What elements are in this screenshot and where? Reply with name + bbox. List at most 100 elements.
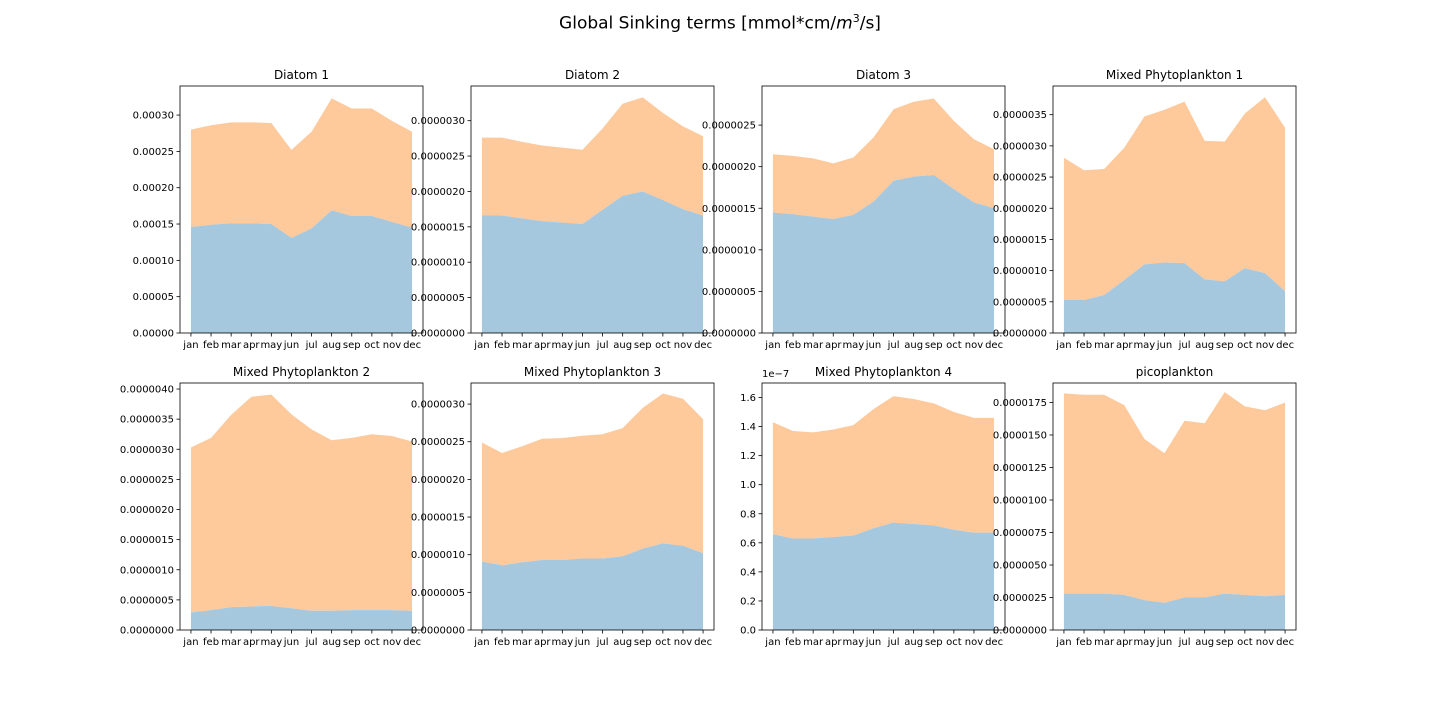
x-tick-label: apr (825, 637, 842, 648)
x-tick-label: jun (865, 637, 881, 648)
x-tick-label: mar (1094, 637, 1115, 648)
x-tick-label: nov (674, 340, 692, 351)
x-tick-label: feb (785, 637, 801, 648)
x-tick-label: may (842, 340, 864, 351)
area-series-1 (1063, 593, 1286, 630)
y-tick-label: 1.6 (740, 393, 756, 404)
x-tick-label: sep (925, 637, 943, 648)
y-tick-label: 0.0000000 (993, 626, 1047, 637)
area-series-2 (772, 396, 995, 539)
x-tick-label: jan (182, 637, 198, 648)
y-tick-label: 0.4 (740, 567, 756, 578)
x-tick-label: nov (1256, 340, 1274, 351)
x-tick-label: jan (1055, 637, 1071, 648)
x-tick-label: nov (965, 637, 983, 648)
x-tick-label: feb (203, 637, 219, 648)
x-tick-label: dec (403, 340, 421, 351)
y-tick-label: 0.0000020 (411, 187, 465, 198)
area-series-2 (481, 97, 704, 225)
x-tick-label: oct (364, 340, 380, 351)
y-tick-label: 0.00025 (133, 147, 174, 158)
x-tick-label: aug (904, 340, 923, 351)
y-tick-label: 0.0000005 (120, 595, 174, 606)
y-tick-label: 0.0000015 (411, 513, 465, 524)
subplot-title: Diatom 3 (856, 68, 911, 82)
y-offset-label: 1e−7 (762, 369, 789, 380)
x-tick-label: jul (887, 637, 900, 648)
x-tick-label: feb (203, 340, 219, 351)
x-tick-label: may (551, 340, 573, 351)
x-tick-label: sep (634, 340, 652, 351)
x-tick-label: oct (946, 637, 962, 648)
y-tick-label: 0.0 (740, 626, 756, 637)
x-tick-label: aug (904, 637, 923, 648)
area-series-1 (772, 522, 995, 630)
area-series-2 (1063, 97, 1286, 300)
x-tick-label: jul (305, 340, 318, 351)
x-tick-label: aug (613, 340, 632, 351)
x-tick-label: oct (946, 340, 962, 351)
y-tick-label: 0.0000030 (120, 445, 174, 456)
y-tick-label: 0.0000000 (120, 626, 174, 637)
y-tick-label: 0.0000015 (411, 222, 465, 233)
area-series-1 (481, 543, 704, 630)
x-tick-label: sep (634, 637, 652, 648)
x-tick-label: may (1133, 637, 1155, 648)
y-tick-label: 0.0000005 (411, 293, 465, 304)
y-tick-label: 0.0000000 (411, 329, 465, 340)
subplot-6: Mixed Phytoplankton 3 jan feb mar apr may jun j… (411, 365, 715, 648)
y-tick-label: 0.0000005 (702, 287, 756, 298)
x-tick-label: feb (494, 340, 510, 351)
x-tick-label: mar (512, 637, 533, 648)
x-tick-label: jan (764, 637, 780, 648)
x-tick-label: feb (1076, 637, 1092, 648)
x-tick-label: jul (596, 340, 609, 351)
area-series-2 (190, 98, 413, 238)
y-tick-label: 0.0000030 (411, 400, 465, 411)
x-tick-label: apr (534, 340, 551, 351)
area-series-1 (190, 210, 413, 333)
y-tick-label: 0.0000010 (993, 266, 1047, 277)
subplot-title: picoplankton (1136, 365, 1213, 379)
y-tick-label: 0.0000150 (993, 431, 1047, 442)
x-tick-label: nov (383, 340, 401, 351)
y-tick-label: 1.2 (740, 451, 756, 462)
y-tick-label: 0.00020 (133, 183, 174, 194)
x-tick-label: may (842, 637, 864, 648)
y-tick-label: 0.0000010 (411, 258, 465, 269)
y-tick-label: 0.00030 (133, 111, 174, 122)
y-tick-label: 0.0000025 (702, 121, 756, 132)
x-tick-label: nov (965, 340, 983, 351)
subplot-title: Mixed Phytoplankton 2 (233, 365, 370, 379)
x-tick-label: mar (512, 340, 533, 351)
x-tick-label: oct (655, 340, 671, 351)
x-tick-label: mar (803, 637, 824, 648)
y-tick-label: 0.0000020 (702, 162, 756, 173)
x-tick-label: may (1133, 340, 1155, 351)
area-series-1 (481, 191, 704, 333)
area-series-2 (772, 98, 995, 220)
x-tick-label: apr (243, 637, 260, 648)
y-tick-label: 0.0000100 (993, 496, 1047, 507)
x-tick-label: sep (343, 637, 361, 648)
x-tick-label: oct (655, 637, 671, 648)
y-tick-label: 0.0000050 (993, 561, 1047, 572)
x-tick-label: oct (1237, 340, 1253, 351)
x-tick-label: feb (1076, 340, 1092, 351)
y-tick-label: 0.0000000 (702, 329, 756, 340)
y-tick-label: 0.00005 (133, 292, 174, 303)
axes-frame (1052, 85, 1297, 334)
axes-frame (1052, 382, 1297, 631)
y-tick-label: 1.4 (740, 422, 756, 433)
x-tick-label: apr (243, 340, 260, 351)
axes-frame (179, 382, 424, 631)
x-tick-label: mar (803, 340, 824, 351)
x-tick-label: jan (764, 340, 780, 351)
y-tick-label: 0.0000025 (120, 475, 174, 486)
x-tick-label: jan (1055, 340, 1071, 351)
x-tick-label: may (260, 340, 282, 351)
x-tick-label: sep (1216, 340, 1234, 351)
x-tick-label: mar (221, 637, 242, 648)
x-tick-label: dec (694, 637, 712, 648)
y-tick-label: 0.8 (740, 509, 756, 520)
